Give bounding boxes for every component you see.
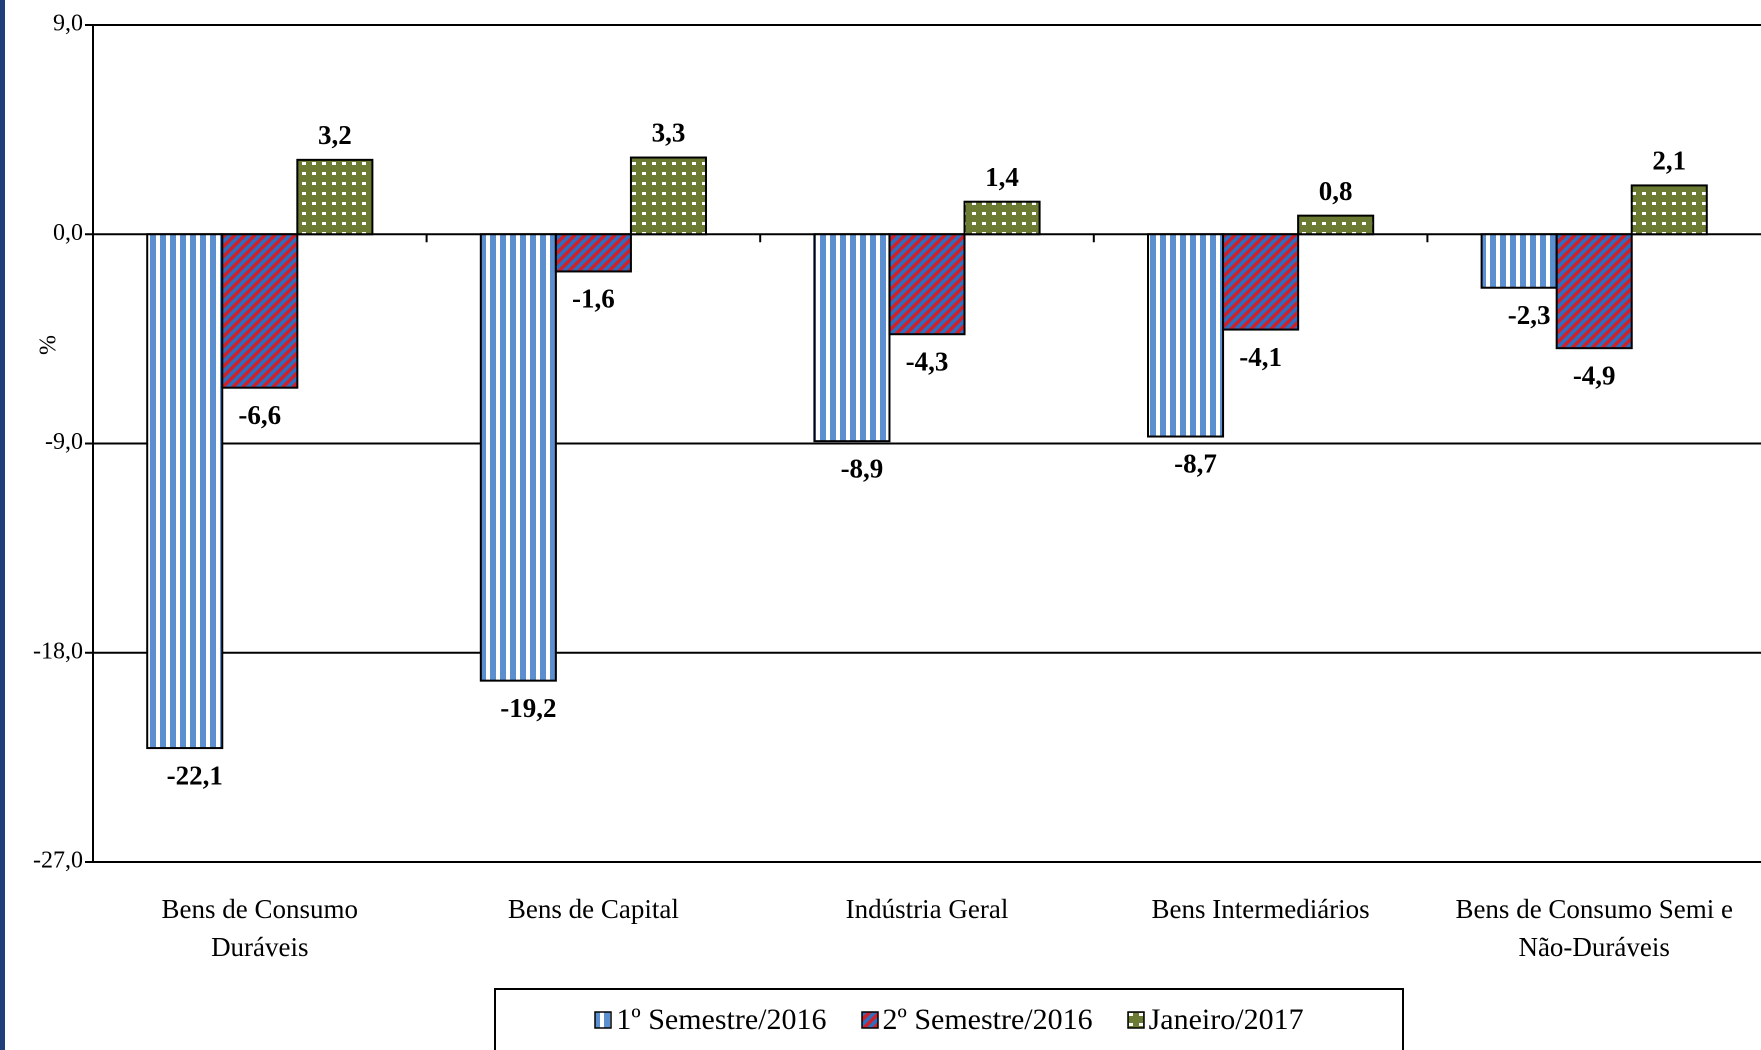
bar	[554, 233, 632, 273]
bar	[888, 233, 966, 336]
value-label: -4,9	[1573, 360, 1616, 390]
bar	[1297, 214, 1375, 236]
value-label: 2,1	[1652, 146, 1686, 176]
x-tick-label: Bens de Consumo Semi e Não-Duráveis	[1455, 894, 1733, 962]
legend-label: Janeiro/2017	[1148, 1003, 1304, 1036]
value-label: -6,6	[238, 400, 281, 430]
swatch	[1126, 1011, 1145, 1029]
value-label: -1,6	[572, 284, 615, 314]
value-label: -4,1	[1239, 342, 1282, 372]
value-label: -8,7	[1174, 449, 1217, 479]
value-label: -22,1	[167, 760, 223, 790]
legend: 1º Semestre/2016 2º Semestre/2016 Janeiro/…	[494, 988, 1404, 1050]
y-tick-label: -27,0	[33, 848, 83, 874]
bar	[146, 233, 224, 750]
value-label: -2,3	[1508, 300, 1551, 330]
y-axis-label: %	[36, 335, 62, 355]
y-tick-label: -9,0	[45, 429, 83, 455]
legend-label: 1º Semestre/2016	[616, 1003, 827, 1036]
bar	[629, 156, 707, 236]
legend-swatch	[860, 1011, 879, 1029]
legend-swatch	[594, 1011, 613, 1029]
value-label: -4,3	[906, 346, 949, 376]
bar	[221, 233, 299, 389]
bar	[1147, 233, 1225, 438]
value-label: 0,8	[1319, 176, 1353, 206]
x-tick-label: Bens de Capital	[507, 894, 679, 924]
bar	[479, 233, 557, 682]
bar	[1222, 233, 1300, 331]
legend-item: 1º Semestre/2016	[594, 1003, 827, 1037]
x-tick-label: Indústria Geral	[845, 894, 1009, 924]
bar	[813, 233, 891, 443]
edge-bar	[0, 0, 5, 1050]
x-tick-label: Bens Intermediários	[1151, 894, 1370, 924]
y-tick-label: -18,0	[33, 638, 83, 664]
legend-label: 2º Semestre/2016	[882, 1003, 1093, 1036]
value-label: 3,3	[652, 118, 686, 148]
bar	[963, 200, 1041, 236]
value-label: -8,9	[841, 453, 884, 483]
bar	[1630, 184, 1708, 236]
value-label: 3,2	[318, 120, 352, 150]
legend-item: Janeiro/2017	[1126, 1003, 1304, 1037]
swatch	[594, 1011, 613, 1029]
value-label: 1,4	[985, 162, 1019, 192]
value-label: -19,2	[500, 693, 556, 723]
y-tick-label: 0,0	[53, 220, 83, 246]
legend-item: 2º Semestre/2016	[860, 1003, 1093, 1037]
legend-swatch	[1126, 1011, 1145, 1029]
x-tick-label: Bens de Consumo Duráveis	[161, 894, 359, 962]
bar	[296, 158, 374, 236]
bar	[1555, 233, 1633, 350]
bar	[1480, 233, 1558, 289]
y-tick-label: 9,0	[53, 11, 83, 37]
swatch	[860, 1011, 879, 1029]
